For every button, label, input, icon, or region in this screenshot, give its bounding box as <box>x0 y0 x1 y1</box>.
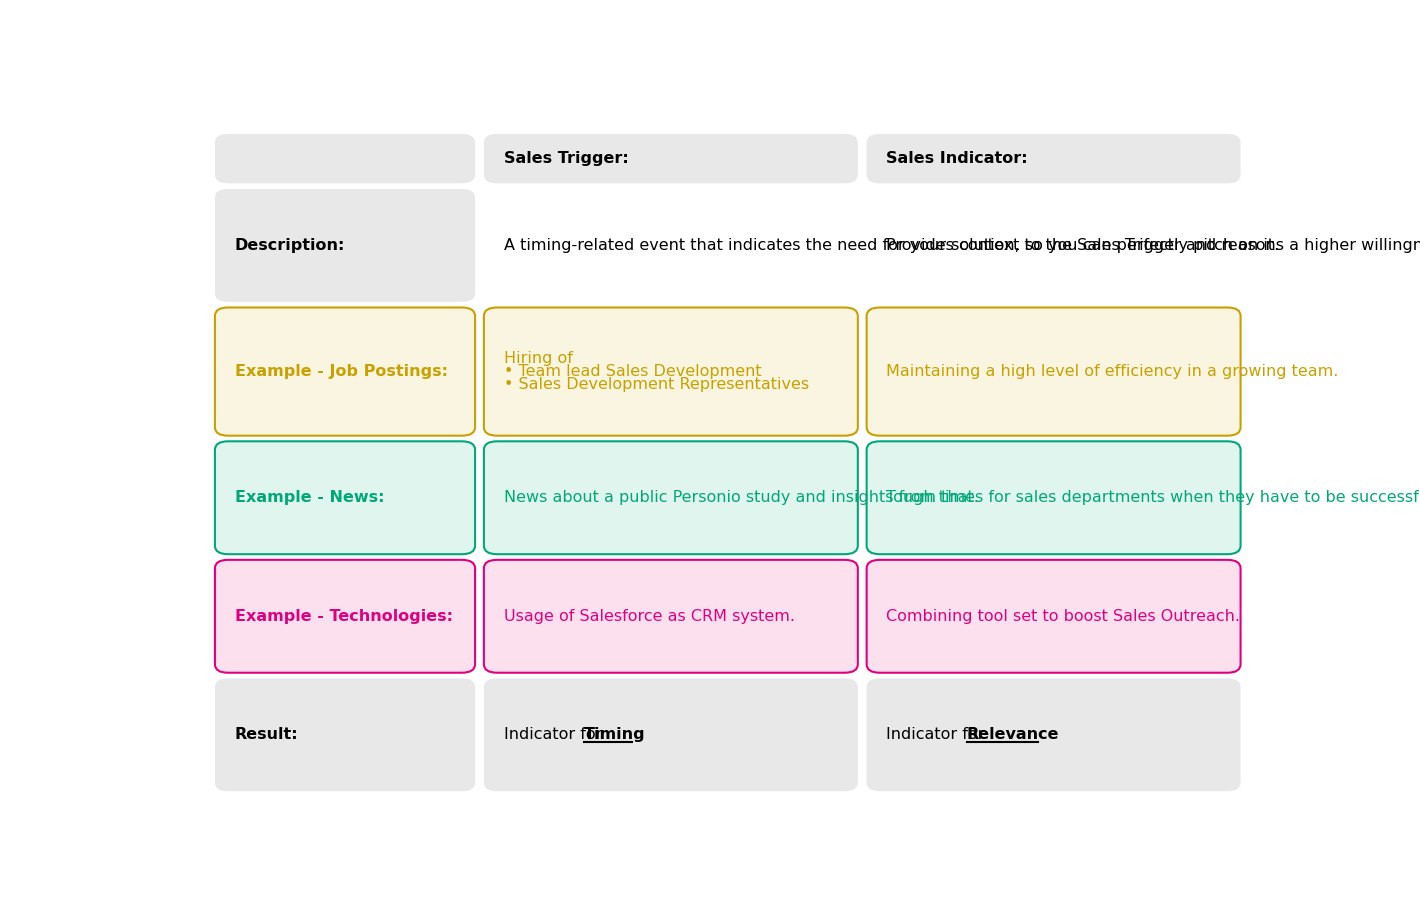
Text: Description:: Description: <box>234 238 345 253</box>
FancyBboxPatch shape <box>484 134 858 183</box>
Text: Indicator for: Indicator for <box>886 727 990 742</box>
Text: • Team lead Sales Development: • Team lead Sales Development <box>504 364 761 379</box>
FancyBboxPatch shape <box>484 679 858 791</box>
Text: Example - Job Postings:: Example - Job Postings: <box>234 364 447 379</box>
FancyBboxPatch shape <box>214 134 476 183</box>
FancyBboxPatch shape <box>484 560 858 672</box>
Text: • Sales Development Representatives: • Sales Development Representatives <box>504 377 809 392</box>
FancyBboxPatch shape <box>866 560 1241 672</box>
FancyBboxPatch shape <box>866 189 1241 302</box>
FancyBboxPatch shape <box>214 442 476 554</box>
FancyBboxPatch shape <box>866 308 1241 436</box>
Text: A timing-related event that indicates the need for your solution, so you can per: A timing-related event that indicates th… <box>504 238 1279 253</box>
Text: Timing: Timing <box>584 727 646 742</box>
FancyBboxPatch shape <box>866 442 1241 554</box>
FancyBboxPatch shape <box>484 308 858 436</box>
FancyBboxPatch shape <box>214 560 476 672</box>
Text: Combining tool set to boost Sales Outreach.: Combining tool set to boost Sales Outrea… <box>886 609 1241 624</box>
Text: Result:: Result: <box>234 727 298 742</box>
Text: Maintaining a high level of efficiency in a growing team.: Maintaining a high level of efficiency i… <box>886 364 1339 379</box>
FancyBboxPatch shape <box>214 189 476 302</box>
Text: Example - News:: Example - News: <box>234 490 385 506</box>
Text: Usage of Salesforce as CRM system.: Usage of Salesforce as CRM system. <box>504 609 795 624</box>
Text: Hiring of: Hiring of <box>504 351 572 365</box>
FancyBboxPatch shape <box>214 308 476 436</box>
Text: Indicator for: Indicator for <box>504 727 608 742</box>
Text: Example - Technologies:: Example - Technologies: <box>234 609 453 624</box>
Text: Relevance: Relevance <box>967 727 1059 742</box>
FancyBboxPatch shape <box>866 134 1241 183</box>
FancyBboxPatch shape <box>484 442 858 554</box>
FancyBboxPatch shape <box>866 679 1241 791</box>
Text: Sales Trigger:: Sales Trigger: <box>504 151 629 166</box>
Text: News about a public Personio study and insights from that.: News about a public Personio study and i… <box>504 490 978 506</box>
Text: Provides context to the Sales Trigger and reasons a higher willingness to buy.: Provides context to the Sales Trigger an… <box>886 238 1420 253</box>
Text: Tough times for sales departments when they have to be successful with fewer sal: Tough times for sales departments when t… <box>886 490 1420 506</box>
Text: Sales Indicator:: Sales Indicator: <box>886 151 1028 166</box>
FancyBboxPatch shape <box>484 189 858 302</box>
FancyBboxPatch shape <box>214 679 476 791</box>
